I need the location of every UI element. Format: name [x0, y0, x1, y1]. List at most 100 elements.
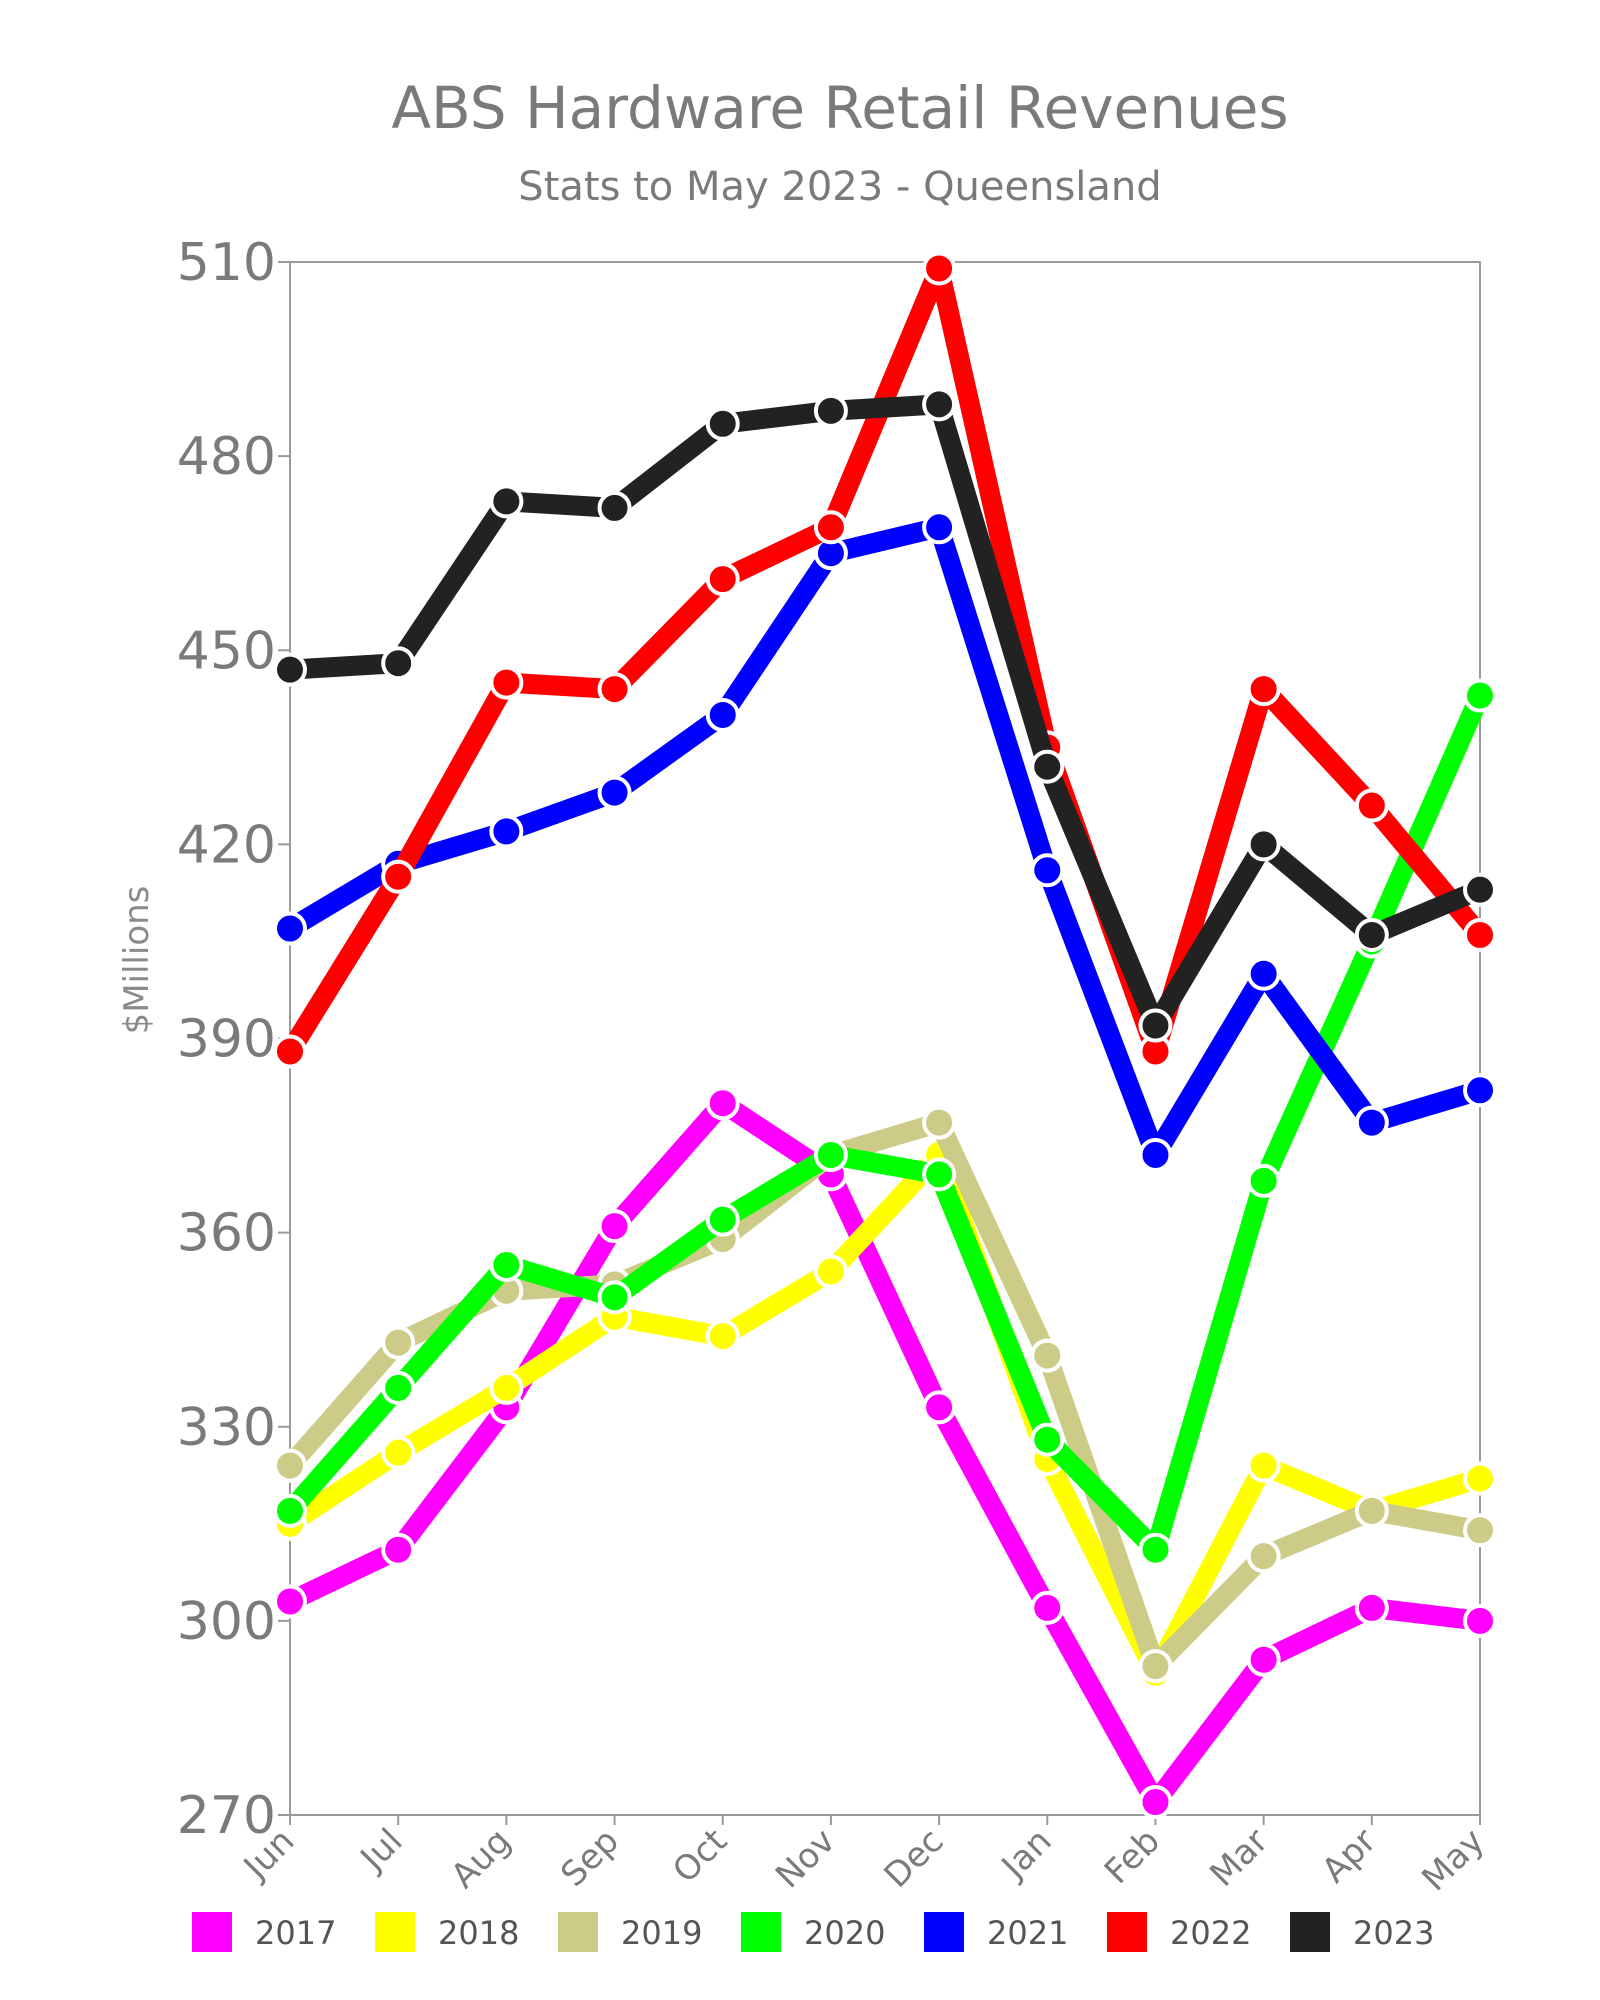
- data-point-2018-Mar: [1246, 1448, 1281, 1483]
- data-point-2019-Mar: [1246, 1539, 1281, 1574]
- data-point-2023-Feb: [1138, 1008, 1173, 1043]
- series-line-2022: [280, 258, 1490, 1062]
- series-line-2023: [280, 394, 1490, 1036]
- series-2023: [273, 387, 1497, 1043]
- data-point-2023-Mar: [1246, 827, 1281, 862]
- legend-swatch: [375, 1912, 415, 1952]
- legend-item-2019: 2019: [558, 1912, 702, 1952]
- x-tick-label: Sep: [553, 1821, 627, 1895]
- x-tick-label: Dec: [877, 1821, 952, 1896]
- y-tick-label: 510: [177, 233, 276, 293]
- data-point-2021-Dec: [922, 510, 957, 545]
- legend-swatch: [741, 1912, 781, 1952]
- data-point-2018-Aug: [489, 1370, 524, 1405]
- data-point-2020-May: [1463, 678, 1497, 713]
- data-point-2023-Sep: [597, 490, 632, 525]
- data-point-2021-May: [1463, 1073, 1497, 1108]
- data-point-2023-Apr: [1354, 917, 1389, 952]
- legend-label: 2017: [255, 1914, 336, 1952]
- y-tick-label: 480: [177, 427, 276, 487]
- data-point-2022-Aug: [489, 665, 524, 700]
- x-tick-label: Nov: [768, 1821, 843, 1896]
- legend-swatch: [192, 1912, 232, 1952]
- data-point-2021-Apr: [1354, 1105, 1389, 1140]
- legend-item-2023: 2023: [1290, 1912, 1434, 1952]
- x-axis: Jun Jul Aug Sep Oct Nov Dec Jan Feb Mar Apr May: [235, 1815, 1492, 1899]
- y-axis-label: $Millions: [117, 886, 157, 1035]
- data-point-2019-May: [1463, 1513, 1497, 1548]
- legend-label: 2022: [1170, 1914, 1251, 1952]
- legend-swatch: [558, 1912, 598, 1952]
- data-point-2017-May: [1463, 1603, 1497, 1638]
- chart-subtitle: Stats to May 2023 - Queensland: [518, 164, 1161, 210]
- y-tick-label: 420: [177, 815, 276, 875]
- data-point-2021-Jan: [1030, 853, 1065, 888]
- data-point-2018-May: [1463, 1461, 1497, 1496]
- x-tick-label: May: [1414, 1821, 1492, 1899]
- data-point-2020-Feb: [1138, 1532, 1173, 1567]
- legend-item-2022: 2022: [1107, 1912, 1251, 1952]
- x-tick-label: Oct: [665, 1821, 735, 1891]
- x-tick-label: Feb: [1097, 1821, 1168, 1892]
- data-point-2020-Jul: [381, 1370, 416, 1405]
- data-point-2021-Feb: [1138, 1137, 1173, 1172]
- data-point-2022-Nov: [813, 510, 848, 545]
- data-point-2019-Feb: [1138, 1649, 1173, 1684]
- y-tick-label: 390: [177, 1010, 276, 1070]
- data-point-2023-May: [1463, 872, 1497, 907]
- data-point-2023-Jan: [1030, 749, 1065, 784]
- data-point-2017-Mar: [1246, 1642, 1281, 1677]
- data-point-2023-Aug: [489, 484, 524, 519]
- data-point-2019-Dec: [922, 1105, 957, 1140]
- legend-item-2017: 2017: [192, 1912, 336, 1952]
- data-point-2017-Jan: [1030, 1590, 1065, 1625]
- series-2017: [273, 1086, 1497, 1820]
- data-point-2021-Oct: [705, 697, 740, 732]
- x-tick-label: Jan: [993, 1821, 1060, 1888]
- data-point-2022-Jul: [381, 859, 416, 894]
- data-point-2021-Sep: [597, 775, 632, 810]
- y-tick-label: 360: [177, 1204, 276, 1264]
- data-point-2020-Oct: [705, 1202, 740, 1237]
- series-line-2017: [280, 1093, 1490, 1813]
- data-point-2017-Sep: [597, 1209, 632, 1244]
- data-point-2022-May: [1463, 917, 1497, 952]
- y-tick-label: 270: [177, 1786, 276, 1846]
- data-point-2017-Feb: [1138, 1785, 1173, 1820]
- data-point-2023-Nov: [813, 393, 848, 428]
- data-point-2021-Aug: [489, 814, 524, 849]
- data-point-2020-Jun: [273, 1493, 307, 1528]
- legend-swatch: [1107, 1912, 1147, 1952]
- data-point-2017-Apr: [1354, 1590, 1389, 1625]
- series-line-2020: [280, 685, 1490, 1560]
- y-tick-label: 330: [177, 1398, 276, 1458]
- data-point-2017-Jul: [381, 1532, 416, 1567]
- legend-item-2021: 2021: [924, 1912, 1068, 1952]
- data-point-2023-Dec: [922, 387, 957, 422]
- series-2018: [273, 1137, 1497, 1690]
- legend-label: 2020: [804, 1914, 885, 1952]
- data-point-2020-Jan: [1030, 1422, 1065, 1457]
- data-point-2020-Sep: [597, 1280, 632, 1315]
- data-point-2019-Jan: [1030, 1338, 1065, 1373]
- series-layer: [273, 251, 1497, 1820]
- data-point-2017-Oct: [705, 1086, 740, 1121]
- x-tick-label: Mar: [1202, 1821, 1276, 1895]
- data-point-2019-Jul: [381, 1325, 416, 1360]
- legend-label: 2023: [1353, 1914, 1434, 1952]
- data-point-2019-Apr: [1354, 1493, 1389, 1528]
- data-point-2020-Dec: [922, 1157, 957, 1192]
- data-point-2023-Oct: [705, 406, 740, 441]
- data-point-2017-Jun: [273, 1584, 307, 1619]
- data-point-2022-Apr: [1354, 788, 1389, 823]
- legend-swatch: [924, 1912, 964, 1952]
- data-point-2021-Mar: [1246, 956, 1281, 991]
- x-tick-label: Apr: [1314, 1821, 1384, 1891]
- data-point-2021-Jun: [273, 911, 307, 946]
- y-tick-label: 450: [177, 621, 276, 681]
- data-point-2023-Jun: [273, 652, 307, 687]
- legend-item-2018: 2018: [375, 1912, 519, 1952]
- y-tick-label: 300: [177, 1592, 276, 1652]
- legend-item-2020: 2020: [741, 1912, 885, 1952]
